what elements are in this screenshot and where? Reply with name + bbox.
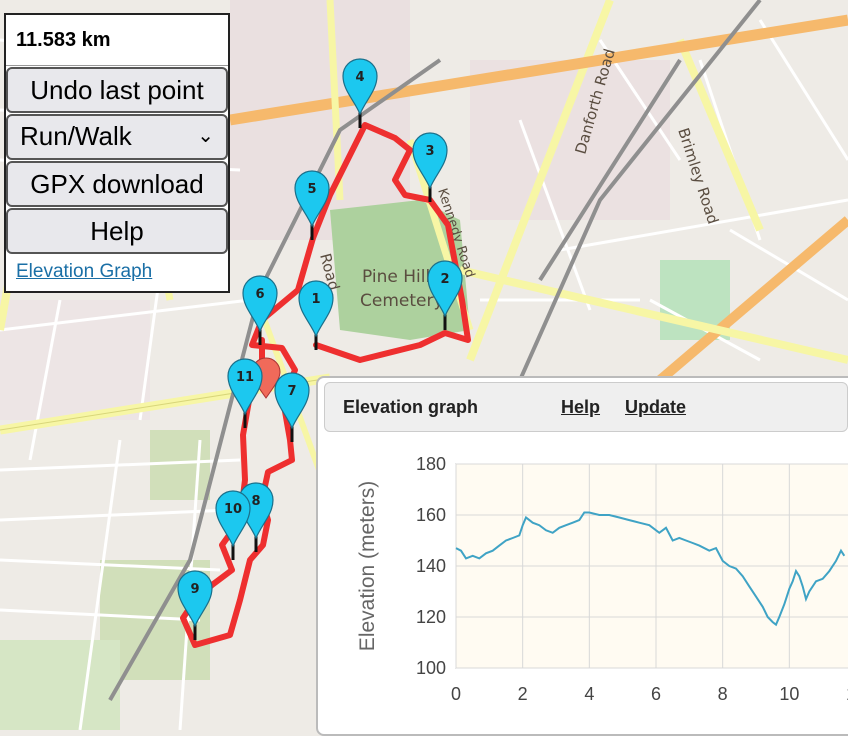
route-marker-label: 4 (355, 70, 364, 85)
route-marker-5[interactable]: 5 (294, 170, 330, 240)
y-axis-label: Elevation (meters) (356, 481, 379, 651)
activity-mode-select[interactable]: Run/Walk ⌄ (6, 114, 228, 160)
distance-readout: 11.583 km (6, 15, 228, 66)
gpx-download-button[interactable]: GPX download (6, 161, 228, 207)
route-marker-label: 9 (190, 582, 199, 597)
x-tick-label: 2 (518, 684, 528, 704)
y-tick-label: 180 (416, 454, 446, 474)
map-label-pine-hills: Pine Hills (362, 267, 439, 287)
route-marker-label: 11 (236, 370, 254, 385)
route-marker-11[interactable]: 11 (227, 358, 263, 428)
route-marker-9[interactable]: 9 (177, 570, 213, 640)
x-tick-label: 8 (718, 684, 728, 704)
route-marker-label: 10 (224, 502, 242, 517)
help-button[interactable]: Help (6, 208, 228, 254)
route-marker-7[interactable]: 7 (274, 372, 310, 442)
x-tick-label: 4 (584, 684, 594, 704)
x-tick-label: 6 (651, 684, 661, 704)
route-path (180, 122, 471, 648)
y-tick-label: 160 (416, 505, 446, 525)
y-tick-label: 140 (416, 556, 446, 576)
route-marker-label: 1 (311, 292, 320, 307)
route-marker-label: 7 (287, 384, 296, 399)
activity-mode-value: Run/Walk (20, 121, 132, 151)
route-marker-label: 3 (425, 144, 434, 159)
chevron-down-icon: ⌄ (197, 125, 214, 147)
x-tick-label: 10 (779, 684, 799, 704)
route-control-panel: 11.583 km Undo last point Run/Walk ⌄ GPX… (4, 13, 230, 293)
undo-last-point-button[interactable]: Undo last point (6, 67, 228, 113)
elevation-graph-panel: Elevation graph Help Update 100 120 140 160… (316, 376, 848, 736)
y-tick-label: 120 (416, 607, 446, 627)
x-tick-label: 0 (451, 684, 461, 704)
route-marker-label: 6 (255, 287, 264, 302)
route-marker-10[interactable]: 10 (215, 490, 251, 560)
route-marker-4[interactable]: 4 (342, 58, 378, 128)
elevation-graph-header: Elevation graph Help Update (324, 382, 848, 432)
elevation-graph-title: Elevation graph (343, 397, 479, 417)
elevation-graph-link[interactable]: Elevation Graph (16, 261, 153, 282)
route-marker-1[interactable]: 1 (298, 280, 334, 350)
route-marker-3[interactable]: 3 (412, 132, 448, 202)
elevation-series-line (455, 511, 846, 627)
route-marker-2[interactable]: 2 (427, 260, 463, 330)
elevation-help-link[interactable]: Help (561, 397, 601, 417)
route-marker-label: 5 (307, 182, 316, 197)
y-tick-label: 100 (416, 658, 446, 678)
elevation-chart: 100 120 140 160 180 0 2 4 6 8 10 12 Elevation (meter… (356, 454, 848, 704)
map-label-cemetery: Cemetery (360, 291, 444, 311)
elevation-update-link[interactable]: Update (625, 397, 687, 417)
x-tick-label: 12 (846, 684, 848, 704)
route-marker-6[interactable]: 6 (242, 275, 278, 345)
route-marker-label: 8 (251, 494, 260, 509)
route-marker-label: 2 (440, 272, 449, 287)
